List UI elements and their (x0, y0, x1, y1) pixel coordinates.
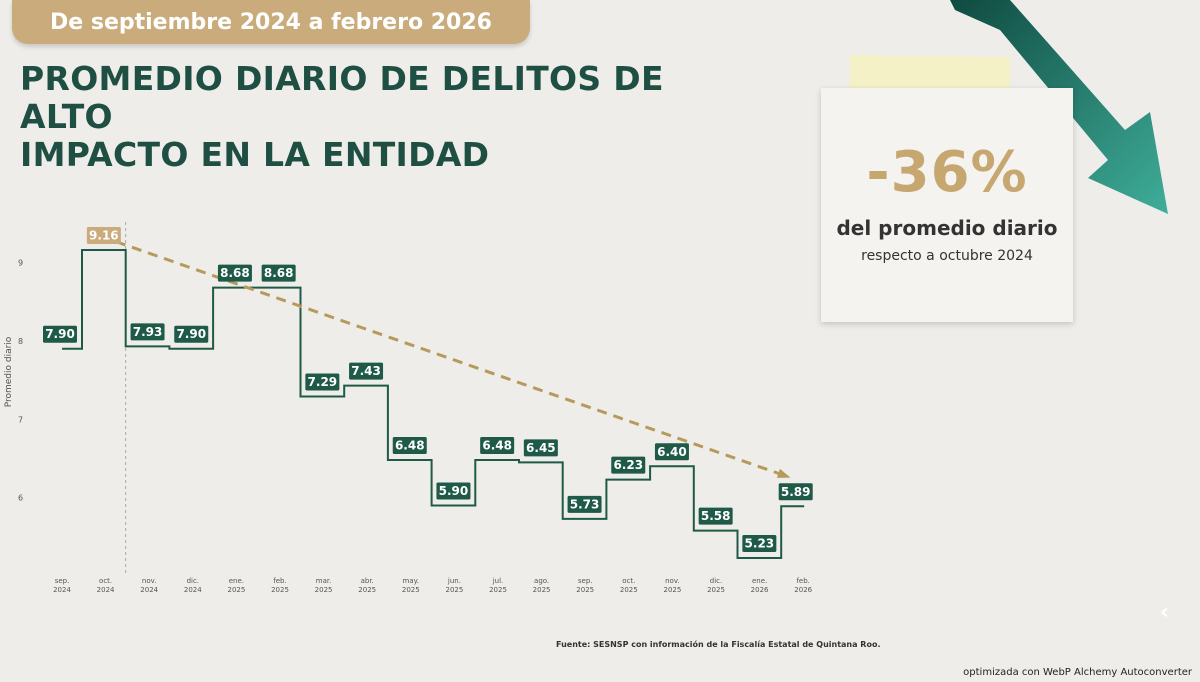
value-label-box (611, 456, 646, 474)
x-tick-month: jun. (447, 577, 461, 585)
value-label: 7.29 (308, 375, 338, 389)
value-label-box (698, 507, 733, 525)
value-label: 5.73 (570, 497, 600, 511)
trend-line (99, 234, 788, 478)
value-label-box (86, 227, 121, 244)
x-tick-year: 2024 (184, 586, 202, 594)
x-tick-year: 2025 (227, 586, 245, 594)
x-tick-year: 2025 (533, 586, 551, 594)
x-tick-year: 2024 (140, 586, 158, 594)
value-label-box (43, 325, 77, 343)
x-tick-year: 2025 (576, 586, 594, 594)
x-tick-year: 2025 (358, 586, 376, 594)
value-label-box (217, 264, 252, 282)
value-label-box (174, 325, 209, 343)
x-tick-year: 2025 (707, 586, 725, 594)
x-tick-year: 2024 (53, 586, 71, 594)
value-label: 7.90 (176, 327, 206, 341)
x-tick-month: ene. (229, 577, 244, 585)
x-tick-month: feb. (273, 577, 286, 585)
x-tick-month: sep. (578, 577, 593, 585)
x-tick-month: dic. (187, 577, 199, 585)
x-tick-month: ene. (752, 577, 767, 585)
value-label-box (392, 437, 427, 455)
value-label: 7.93 (133, 325, 163, 339)
value-label: 5.90 (439, 484, 469, 498)
x-tick-month: abr. (361, 577, 374, 585)
value-label: 8.68 (264, 266, 294, 280)
source-note: Fuente: SESNSP con información de la Fis… (556, 640, 881, 649)
x-tick-month: sep. (55, 577, 70, 585)
x-tick-year: 2024 (97, 586, 115, 594)
value-label: 6.48 (482, 439, 512, 453)
x-tick-year: 2025 (271, 586, 289, 594)
chart-title-line-2: IMPACTO EN LA ENTIDAD (20, 135, 490, 174)
trend-arrowhead (776, 468, 791, 478)
value-label-box (436, 482, 471, 500)
y-axis-label: Promedio diario (4, 336, 14, 407)
chart-title-line-1: PROMEDIO DIARIO DE DELITOS DE ALTO (20, 59, 664, 136)
x-tick-month: dic. (710, 577, 722, 585)
value-label-box (778, 483, 813, 501)
value-label-box (654, 443, 689, 461)
x-tick-month: oct. (99, 577, 112, 585)
value-label-box (349, 362, 384, 380)
value-label: 6.23 (613, 458, 643, 472)
x-tick-year: 2025 (620, 586, 638, 594)
x-tick-month: oct. (622, 577, 635, 585)
value-label: 6.45 (526, 441, 556, 455)
value-label-box (567, 495, 602, 513)
series-step-line (62, 249, 805, 559)
x-tick-month: may. (403, 577, 419, 585)
x-tick-year: 2025 (315, 586, 333, 594)
value-label: 5.23 (745, 537, 775, 551)
converter-note: optimizada con WebP Alchemy Autoconverte… (963, 667, 1192, 678)
value-label-box (523, 439, 558, 457)
summary-note-card: -36% del promedio diario respecto a octu… (821, 88, 1073, 322)
chart-title: PROMEDIO DIARIO DE DELITOS DE ALTO IMPAC… (20, 60, 740, 174)
x-tick-year: 2026 (794, 586, 812, 594)
percent-change: -36% (866, 140, 1028, 205)
chevron-left-icon[interactable]: ‹ (1160, 600, 1170, 625)
value-label: 7.90 (45, 327, 75, 341)
value-label-box (305, 373, 340, 391)
value-label: 7.43 (351, 364, 381, 378)
value-label: 5.58 (701, 509, 731, 523)
note-description: del promedio diario (836, 216, 1058, 240)
value-label: 6.40 (657, 445, 687, 459)
note-reference: respecto a octubre 2024 (861, 248, 1033, 264)
value-label: 9.16 (89, 229, 119, 243)
value-label: 6.48 (395, 439, 425, 453)
x-tick-year: 2025 (663, 586, 681, 594)
value-label-box (130, 323, 165, 341)
x-tick-month: mar. (316, 577, 332, 585)
y-tick-label: 8 (18, 337, 23, 346)
x-tick-year: 2025 (402, 586, 420, 594)
x-tick-year: 2025 (445, 586, 463, 594)
x-tick-year: 2026 (751, 586, 769, 594)
x-tick-month: feb. (796, 577, 809, 585)
x-tick-month: nov. (665, 577, 680, 585)
value-label: 8.68 (220, 266, 250, 280)
value-label: 5.89 (781, 485, 811, 499)
x-tick-month: jul. (492, 577, 504, 585)
x-tick-month: ago. (534, 577, 549, 585)
date-range-banner: De septiembre 2024 a febrero 2026 (12, 0, 530, 44)
value-label-box (261, 264, 296, 282)
x-tick-month: nov. (142, 577, 157, 585)
x-tick-year: 2025 (489, 586, 507, 594)
value-label-box (742, 535, 777, 552)
value-label-box (480, 437, 515, 455)
y-tick-label: 9 (18, 259, 23, 268)
y-tick-label: 7 (18, 415, 23, 424)
y-tick-label: 6 (18, 494, 23, 503)
